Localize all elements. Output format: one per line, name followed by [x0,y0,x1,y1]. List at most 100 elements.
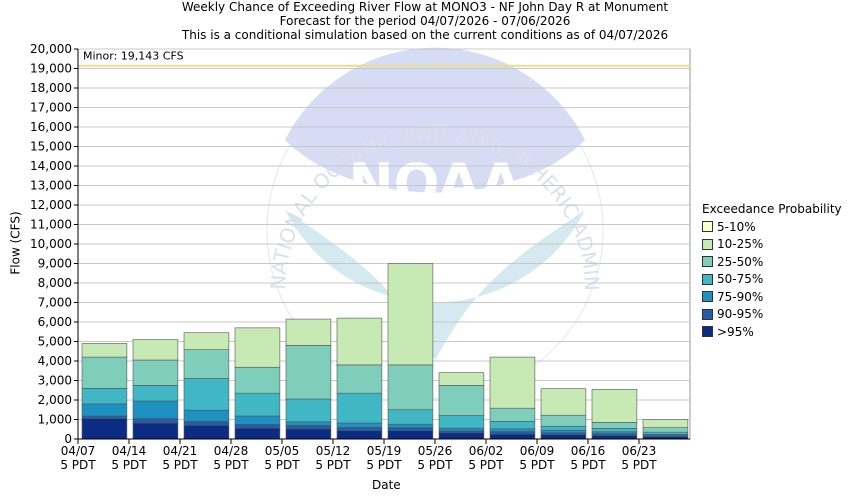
y-tick-label: 3,000 [38,374,72,388]
bar-segment [81,343,128,358]
x-tick-label-time: 5 PDT [366,458,402,472]
bar-segment [591,388,638,423]
x-tick-label-time: 5 PDT [570,458,606,472]
x-tick-label-time: 5 PDT [519,458,555,472]
legend-item: 5-10% [702,218,842,236]
bar-segment [438,372,485,386]
x-tick-label-time: 5 PDT [621,458,657,472]
bar-segment [438,432,485,440]
x-tick-label-date: 05/12 [316,444,351,458]
bar-segment [81,415,128,419]
legend-label: 90-95% [717,307,764,322]
bar-segment [540,426,587,431]
x-tick-label-date: 06/23 [622,444,657,458]
y-tick-label: 17,000 [30,101,72,115]
y-tick-label: 1,000 [38,413,72,427]
y-tick-label: 6,000 [38,315,72,329]
bar-segment [489,421,536,430]
bar-segment [642,419,689,428]
bar-segment [285,428,332,440]
bar-segment [489,428,536,432]
bar-segment [336,392,383,424]
bar-segment [438,385,485,416]
x-tick-label-date: 04/07 [61,444,96,458]
bar-segment [489,407,536,422]
y-tick-label: 11,000 [30,218,72,232]
bar-segment [132,359,179,386]
legend: Exceedance Probability 5-10% 10-25% 25-50%… [702,202,842,341]
x-tick-label-time: 5 PDT [213,458,249,472]
bar-segment [234,327,281,368]
bar-segment [285,425,332,430]
bar-segment [234,392,281,417]
x-tick-label-time: 5 PDT [60,458,96,472]
y-tick-label: 12,000 [30,198,72,212]
y-axis-label: Flow (CFS) [8,211,23,275]
bar-segment [336,430,383,440]
bar-segment [132,400,179,419]
bar-segment [591,422,638,429]
x-tick-label-time: 5 PDT [417,458,453,472]
legend-swatch [702,221,713,233]
x-tick-label-time: 5 PDT [468,458,504,472]
legend-swatch [702,238,713,250]
chart-subtitle-period: Forecast for the period 04/07/2026 - 07/… [279,14,571,28]
x-tick-label-date: 04/14 [112,444,147,458]
bar-segment [540,414,587,427]
bar-segment [183,409,230,422]
legend-item: >95% [702,323,842,341]
legend-item: 90-95% [702,306,842,324]
chart-title: Weekly Chance of Exceeding River Flow at… [181,0,669,14]
bar-segment [387,427,434,431]
bar-segment [540,388,587,416]
bar-segment [183,349,230,379]
watermark-logo-text: NOAA [348,152,521,215]
bar-segment [489,356,536,409]
chart-subtitle-conditions: This is a conditional simulation based o… [181,28,669,42]
y-tick-label: 14,000 [30,159,72,173]
legend-item: 75-90% [702,288,842,306]
y-tick-label: 5,000 [38,335,72,349]
y-tick-label: 9,000 [38,257,72,271]
bar-segment [591,435,638,440]
x-axis-label: Date [372,478,401,492]
bar-segment [183,425,230,440]
bar-segment [234,424,281,429]
y-tick-label: 15,000 [30,140,72,154]
y-tick-label: 4,000 [38,354,72,368]
bar-segment [285,398,332,423]
x-tick-label-date: 05/26 [418,444,453,458]
x-tick-label-time: 5 PDT [111,458,147,472]
x-tick-label-date: 04/28 [214,444,249,458]
bar-segment [489,431,536,435]
bar-segment [387,423,434,428]
x-tick-label-date: 06/02 [469,444,504,458]
bar-segment [387,263,434,366]
legend-title: Exceedance Probability [702,202,842,216]
x-tick-label-date: 04/21 [163,444,198,458]
y-tick-label: 13,000 [30,179,72,193]
y-tick-label: 19,000 [30,62,72,76]
bar-segment [234,415,281,425]
bar-segment [183,378,230,411]
y-tick-label: 2,000 [38,393,72,407]
bar-segment [234,427,281,440]
legend-swatch [702,326,713,338]
y-tick-label: 18,000 [30,81,72,95]
bar-segment [540,429,587,434]
bar-segment [336,317,383,366]
bar-segment [183,332,230,350]
bar-segment [387,364,434,411]
bar-segment [438,415,485,429]
bar-segment [540,434,587,440]
bar-segment [591,427,638,433]
bar-segment [81,387,128,405]
legend-swatch [702,256,713,268]
bar-segment [387,430,434,440]
bar-segment [285,421,332,426]
legend-item: 25-50% [702,253,842,271]
x-tick-label-date: 06/16 [571,444,606,458]
bar-segment [336,426,383,431]
legend-label: 50-75% [717,272,764,287]
